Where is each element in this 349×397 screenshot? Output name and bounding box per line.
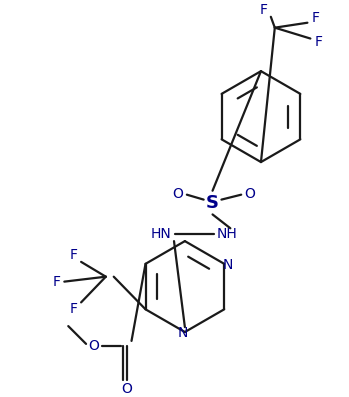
Text: NH: NH xyxy=(217,227,238,241)
Text: F: F xyxy=(52,275,60,289)
Text: F: F xyxy=(69,248,77,262)
Text: O: O xyxy=(121,382,132,396)
Text: N: N xyxy=(223,258,233,272)
Text: O: O xyxy=(245,187,255,201)
Text: O: O xyxy=(89,339,99,353)
Text: F: F xyxy=(69,302,77,316)
Text: O: O xyxy=(172,187,183,201)
Text: S: S xyxy=(206,194,219,212)
Text: F: F xyxy=(311,11,319,25)
Text: F: F xyxy=(260,3,268,17)
Text: HN: HN xyxy=(151,227,172,241)
Text: N: N xyxy=(178,326,188,340)
Text: F: F xyxy=(314,35,322,50)
